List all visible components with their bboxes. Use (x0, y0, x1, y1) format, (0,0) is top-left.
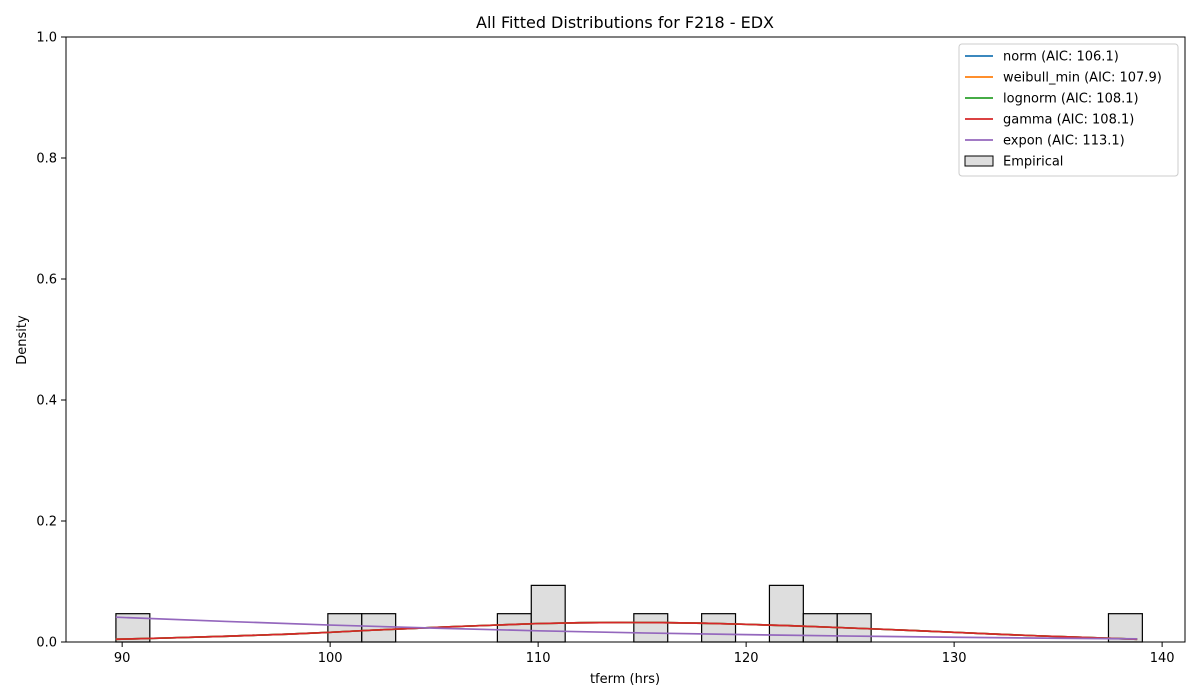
x-tick-label-5: 140 (1150, 651, 1175, 666)
legend-box (958, 43, 1179, 177)
legend-entry-0: norm (AIC: 106.1) (1003, 50, 1119, 65)
histogram-bar-4 (530, 584, 566, 643)
legend: norm (AIC: 106.1) weibull_min (AIC: 107.9… (958, 43, 1179, 177)
y-tick-label-4: 0.8 (36, 152, 57, 167)
legend-entry-3: gamma (AIC: 108.1) (1003, 113, 1134, 128)
histogram-bar-5 (633, 613, 669, 643)
y-tick-label-1: 0.2 (36, 515, 57, 530)
x-tick-label-2: 110 (526, 651, 551, 666)
series-line-4 (115, 616, 1138, 640)
y-tick-label-0: 0.0 (36, 636, 57, 651)
histogram-bar-6 (701, 613, 737, 643)
y-tick-label-5: 1.0 (36, 31, 57, 46)
histogram-bar-1 (327, 613, 363, 643)
x-tick-label-1: 100 (318, 651, 343, 666)
x-axis-ticks: 90 100 110 120 130 140 (114, 642, 1175, 666)
y-axis-ticks: 0.0 0.2 0.4 0.6 0.8 1.0 (36, 31, 66, 651)
x-tick-label-0: 90 (114, 651, 131, 666)
plot-area-frame (65, 36, 1186, 643)
legend-swatch-empirical (964, 155, 994, 167)
legend-entry-4: expon (AIC: 113.1) (1003, 134, 1125, 149)
legend-entry-empirical: Empirical (1003, 155, 1063, 170)
histogram-bar-7 (768, 584, 804, 643)
chart-title: All Fitted Distributions for F218 - EDX (476, 13, 774, 32)
legend-entry-1: weibull_min (AIC: 107.9) (1003, 71, 1162, 86)
x-axis-label: tferm (hrs) (590, 672, 660, 687)
series-line-3 (115, 621, 1138, 641)
x-tick-label-3: 120 (734, 651, 759, 666)
histogram-bar-2 (361, 613, 397, 643)
y-tick-label-2: 0.4 (36, 394, 57, 409)
y-axis-label: Density (15, 315, 30, 365)
x-tick-label-4: 130 (942, 651, 967, 666)
histogram-bar-3 (496, 613, 532, 643)
series-lines (115, 616, 1138, 641)
legend-entry-2: lognorm (AIC: 108.1) (1003, 92, 1139, 107)
y-tick-label-3: 0.6 (36, 273, 57, 288)
